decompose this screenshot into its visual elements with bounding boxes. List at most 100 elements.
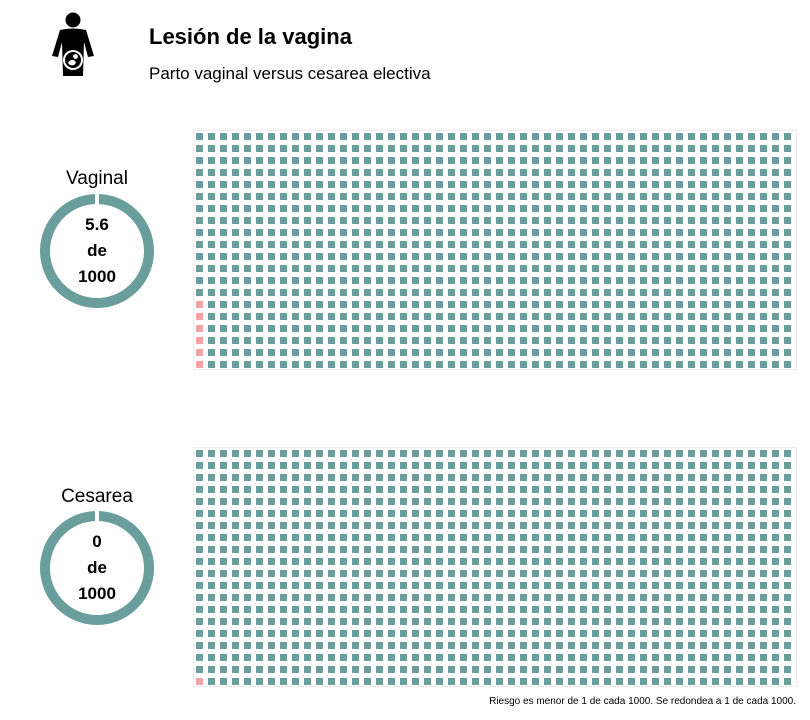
waffle-cell (712, 582, 719, 589)
waffle-cell (676, 474, 683, 481)
waffle-cell (544, 277, 551, 284)
waffle-cell (652, 594, 659, 601)
waffle-cell (520, 630, 527, 637)
waffle-cell (340, 582, 347, 589)
waffle-cell (460, 145, 467, 152)
waffle-cell (256, 654, 263, 661)
waffle-cell (436, 193, 443, 200)
waffle-cell (544, 217, 551, 224)
waffle-cell (472, 534, 479, 541)
waffle-cell (760, 570, 767, 577)
waffle-cell (316, 169, 323, 176)
waffle-cell (208, 522, 215, 529)
waffle-cell (232, 205, 239, 212)
waffle-cell (316, 618, 323, 625)
waffle-cell (424, 534, 431, 541)
waffle-cell (424, 217, 431, 224)
waffle-cell (544, 265, 551, 272)
waffle-cell (232, 229, 239, 236)
waffle-cell (316, 193, 323, 200)
waffle-cell (496, 289, 503, 296)
waffle-cell (508, 462, 515, 469)
waffle-cell (376, 265, 383, 272)
waffle-cell (280, 534, 287, 541)
waffle-cell (328, 181, 335, 188)
waffle-cell (376, 510, 383, 517)
waffle-cell (580, 145, 587, 152)
waffle-cell (316, 582, 323, 589)
waffle-cell (280, 666, 287, 673)
waffle-cell (220, 349, 227, 356)
waffle-cell (724, 534, 731, 541)
waffle-cell (652, 133, 659, 140)
waffle-cell (592, 253, 599, 260)
waffle-cell (436, 486, 443, 493)
waffle-cell (580, 534, 587, 541)
waffle-cell (652, 241, 659, 248)
waffle-cell (424, 618, 431, 625)
waffle-cell (724, 217, 731, 224)
waffle-cell (640, 337, 647, 344)
waffle-cell (232, 181, 239, 188)
waffle-cell (592, 558, 599, 565)
waffle-cell (748, 133, 755, 140)
waffle-cell (304, 253, 311, 260)
waffle-cell (244, 301, 251, 308)
waffle-cell (472, 205, 479, 212)
waffle-cell (688, 558, 695, 565)
waffle-cell (784, 265, 791, 272)
waffle-cell (280, 349, 287, 356)
waffle-cell (316, 522, 323, 529)
waffle-cell (580, 486, 587, 493)
waffle-cell (748, 558, 755, 565)
waffle-cell (352, 337, 359, 344)
waffle-cell (328, 361, 335, 368)
waffle-cell (412, 241, 419, 248)
waffle-cell (508, 534, 515, 541)
waffle-cell (208, 582, 215, 589)
waffle-cell (328, 450, 335, 457)
waffle-cell (604, 145, 611, 152)
waffle-cell (304, 157, 311, 164)
waffle-cell (244, 510, 251, 517)
waffle-cell (592, 229, 599, 236)
waffle-cell (580, 337, 587, 344)
waffle-cell (220, 181, 227, 188)
waffle-cell (664, 498, 671, 505)
waffle-cell (508, 450, 515, 457)
waffle-cell (304, 133, 311, 140)
waffle-cell (196, 570, 203, 577)
waffle-cell (664, 642, 671, 649)
waffle-cell (664, 205, 671, 212)
waffle-cell (724, 582, 731, 589)
waffle-cell (196, 241, 203, 248)
waffle-cell (592, 462, 599, 469)
waffle-cell (496, 546, 503, 553)
waffle-cell (340, 498, 347, 505)
waffle-cell (208, 546, 215, 553)
waffle-cell (664, 301, 671, 308)
waffle-cell (736, 157, 743, 164)
waffle-cell (748, 522, 755, 529)
waffle-cell (208, 606, 215, 613)
waffle-cell (640, 462, 647, 469)
waffle-cell (472, 606, 479, 613)
waffle-cell (496, 145, 503, 152)
waffle-cell (292, 217, 299, 224)
waffle-cell (340, 678, 347, 685)
waffle-cell (268, 570, 275, 577)
waffle-cell (616, 229, 623, 236)
waffle-cell (340, 241, 347, 248)
waffle-cell (508, 582, 515, 589)
waffle-cell (244, 594, 251, 601)
waffle-cell (640, 678, 647, 685)
waffle-cell (736, 666, 743, 673)
waffle-cell (352, 205, 359, 212)
waffle-cell (388, 361, 395, 368)
waffle-cell (520, 313, 527, 320)
waffle-cell (316, 217, 323, 224)
waffle-cell (268, 546, 275, 553)
waffle-cell (328, 349, 335, 356)
waffle-cell (520, 205, 527, 212)
waffle-cell (640, 594, 647, 601)
